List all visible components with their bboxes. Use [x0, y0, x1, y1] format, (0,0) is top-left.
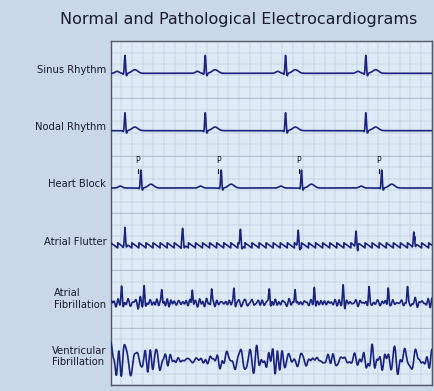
Text: P: P — [136, 156, 140, 165]
Text: Heart Block: Heart Block — [49, 179, 106, 189]
Text: Atrial Flutter: Atrial Flutter — [43, 237, 106, 247]
Text: Atrial
Fibrillation: Atrial Fibrillation — [54, 288, 106, 310]
Text: Ventricular
Fibrillation: Ventricular Fibrillation — [52, 346, 106, 367]
Text: Nodal Rhythm: Nodal Rhythm — [35, 122, 106, 132]
Text: P: P — [296, 156, 301, 165]
Text: P: P — [377, 156, 381, 165]
Text: P: P — [216, 156, 220, 165]
Text: Sinus Rhythm: Sinus Rhythm — [37, 65, 106, 75]
Text: Normal and Pathological Electrocardiograms: Normal and Pathological Electrocardiogra… — [60, 12, 418, 27]
